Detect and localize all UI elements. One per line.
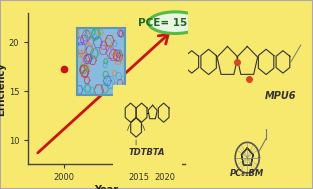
Ellipse shape	[149, 12, 202, 33]
Text: MPU6: MPU6	[265, 91, 297, 101]
Text: PC₆₁BM: PC₆₁BM	[230, 169, 264, 178]
Text: TDTBTA: TDTBTA	[129, 148, 165, 157]
Y-axis label: Efficiency: Efficiency	[0, 62, 6, 116]
Text: PCE= 15.6 %: PCE= 15.6 %	[138, 18, 213, 28]
X-axis label: Year: Year	[94, 185, 119, 189]
